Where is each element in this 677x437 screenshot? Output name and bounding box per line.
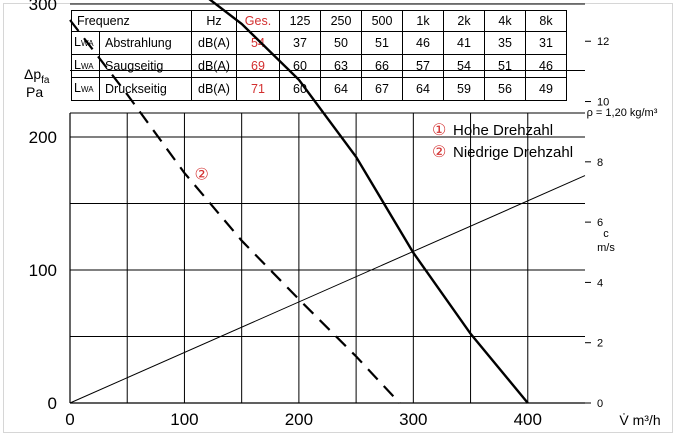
lwa-symbol: LWA xyxy=(71,77,100,101)
series-line-niedrige-drehzahl xyxy=(69,19,401,404)
x-tick-label: 300 xyxy=(399,410,427,429)
y-tick-label: 100 xyxy=(29,261,57,280)
density-note: ρ = 1,20 kg/m³ xyxy=(587,107,658,119)
y-axis-label: Δpfa xyxy=(24,66,50,86)
row-total: 71 xyxy=(236,77,280,101)
legend-marker: ② xyxy=(432,144,446,161)
row-unit: dB(A) xyxy=(191,77,237,101)
y-axis-label-sub: fa xyxy=(41,75,50,86)
row-value: 37 xyxy=(279,31,321,55)
secondary-axis-tick-label: 10 xyxy=(597,97,609,109)
y-axis-label-main: Δp xyxy=(24,66,41,82)
unit-header: Hz xyxy=(191,10,237,32)
grid xyxy=(69,3,591,404)
legend-marker: ① xyxy=(432,122,446,139)
secondary-axis-tick-label: 0 xyxy=(597,398,603,410)
secondary-axis-tick-label: 8 xyxy=(597,157,603,169)
row-unit: dB(A) xyxy=(191,54,237,78)
row-total: 54 xyxy=(236,31,280,55)
table-header-row: Frequenz Hz Ges. 125 250 500 1k 2k 4k 8k xyxy=(71,10,567,32)
series-marker: ② xyxy=(194,167,208,184)
secondary-axis-label: c xyxy=(603,228,609,240)
y-tick-label: 200 xyxy=(29,128,57,147)
secondary-axis-tick-label: 2 xyxy=(597,338,603,350)
x-axis-label: V̇ m³/h xyxy=(619,412,660,428)
table-row: LWA Abstrahlung dB(A) 54 37 50 51 46 41 … xyxy=(71,31,567,55)
lwa-symbol-sub: WA xyxy=(80,85,94,94)
legend-label: Hohe Drehzahl xyxy=(453,122,553,139)
row-value: 64 xyxy=(402,77,444,101)
x-tick-label: 0 xyxy=(65,410,74,429)
legend-label: Niedrige Drehzahl xyxy=(453,144,573,161)
y-tick-label: 300 xyxy=(29,0,57,14)
band-header: 500 xyxy=(361,10,403,32)
series-layer xyxy=(69,0,586,404)
row-value: 59 xyxy=(443,77,485,101)
row-value: 49 xyxy=(525,77,567,101)
lwa-symbol-main: L xyxy=(74,81,81,95)
row-label: Abstrahlung xyxy=(99,31,192,55)
secondary-axis-tick-label: 12 xyxy=(597,36,609,48)
secondary-axis-unit: m/s xyxy=(597,242,615,254)
row-value: 31 xyxy=(525,31,567,55)
lwa-symbol-sub: WA xyxy=(80,62,94,71)
band-header: 250 xyxy=(320,10,362,32)
x-tick-label: 400 xyxy=(514,410,542,429)
table-row: LWA Druckseitig dB(A) 71 60 64 67 64 59 … xyxy=(71,77,567,101)
series-line-hohe-drehzahl xyxy=(208,0,529,404)
series-line-c xyxy=(69,175,586,404)
secondary-axis-tick-label: 4 xyxy=(597,277,603,289)
row-value: 63 xyxy=(320,54,362,78)
label-layer: 01002003004000100200300400ΔpfaPaV̇ m³/hρ… xyxy=(24,0,661,429)
x-tick-label: 100 xyxy=(170,410,198,429)
lwa-symbol-main: L xyxy=(74,35,81,49)
row-total: 69 xyxy=(236,54,280,78)
row-label: Druckseitig xyxy=(99,77,192,101)
lwa-symbol-main: L xyxy=(74,58,81,72)
row-value: 51 xyxy=(484,54,526,78)
y-axis-unit: Pa xyxy=(26,84,43,100)
row-label: Saugseitig xyxy=(99,54,192,78)
y-tick-label: 0 xyxy=(48,394,57,413)
row-value: 35 xyxy=(484,31,526,55)
band-header: 8k xyxy=(525,10,567,32)
row-value: 56 xyxy=(484,77,526,101)
row-value: 64 xyxy=(320,77,362,101)
secondary-axis-tick-label: 6 xyxy=(597,217,603,229)
x-tick-label: 200 xyxy=(285,410,313,429)
